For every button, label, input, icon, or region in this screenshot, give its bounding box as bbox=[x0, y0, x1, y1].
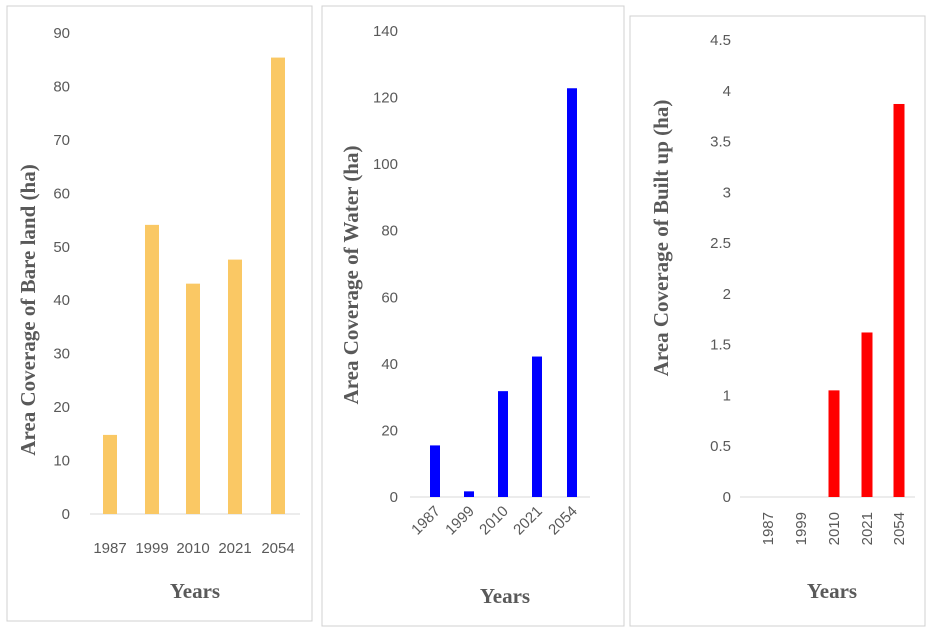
x-tick-label: 1987 bbox=[760, 512, 777, 545]
bar-2010 bbox=[186, 283, 200, 514]
bar-2054 bbox=[893, 103, 905, 497]
x-axis-title: Years bbox=[807, 579, 857, 603]
y-tick-label: 0 bbox=[390, 489, 398, 506]
y-tick-label: 3.5 bbox=[710, 134, 731, 151]
chart-frame bbox=[6, 5, 313, 622]
bar-2054 bbox=[567, 88, 577, 497]
y-tick-label: 100 bbox=[373, 156, 398, 173]
y-tick-label: 4 bbox=[723, 83, 731, 100]
y-tick-label: 20 bbox=[53, 399, 70, 416]
y-tick-label: 2 bbox=[723, 286, 731, 303]
y-tick-label: 2.5 bbox=[710, 235, 731, 252]
y-tick-label: 120 bbox=[373, 90, 398, 107]
x-axis-title: Years bbox=[480, 584, 530, 608]
chart-panel-1: 0 10 20 30 40 50 60 70 80 90 1987 1999 2010 2021 2054 A… bbox=[6, 5, 313, 622]
x-tick-label: 2010 bbox=[826, 512, 843, 545]
y-tick-label: 40 bbox=[53, 292, 70, 309]
y-tick-label: 90 bbox=[53, 25, 70, 42]
x-tick-label: 1987 bbox=[93, 540, 126, 557]
bar-1999 bbox=[145, 224, 159, 515]
y-tick-label: 0 bbox=[723, 489, 731, 506]
y-tick-label: 80 bbox=[53, 78, 70, 95]
x-tick-label: 1999 bbox=[135, 540, 168, 557]
bar-1987 bbox=[430, 445, 440, 497]
bar-2010 bbox=[828, 390, 840, 497]
x-tick-label: 2010 bbox=[176, 540, 209, 557]
bar-2021 bbox=[228, 259, 242, 514]
chart-panel-3: 0 0.5 1 1.5 2 2.5 3 3.5 4 4.5 1987 1999 2010 2021 2054… bbox=[629, 15, 926, 627]
y-tick-label: 4.5 bbox=[710, 32, 731, 49]
y-tick-label: 10 bbox=[53, 453, 70, 470]
bar-2021 bbox=[861, 332, 873, 497]
y-tick-label: 0.5 bbox=[710, 438, 731, 455]
y-axis-title: Area Coverage of Water (ha) bbox=[339, 146, 363, 405]
y-tick-label: 20 bbox=[381, 422, 398, 439]
x-axis-title: Years bbox=[170, 579, 220, 603]
y-tick-label: 70 bbox=[53, 132, 70, 149]
x-tick-label: 2021 bbox=[510, 503, 546, 539]
y-tick-label: 1.5 bbox=[710, 337, 731, 354]
y-axis-title: Area Coverage of Built up (ha) bbox=[649, 100, 673, 377]
y-tick-label: 40 bbox=[381, 356, 398, 373]
y-tick-label: 1 bbox=[723, 387, 731, 404]
y-tick-label: 50 bbox=[53, 239, 70, 256]
x-tick-label: 2021 bbox=[218, 540, 251, 557]
x-tick-label: 2054 bbox=[261, 540, 294, 557]
y-tick-label: 60 bbox=[53, 185, 70, 202]
y-axis-title: Area Coverage of Bare land (ha) bbox=[16, 164, 40, 455]
x-tick-label: 2021 bbox=[859, 512, 876, 545]
x-tick-label: 1987 bbox=[408, 503, 444, 539]
y-tick-label: 30 bbox=[53, 346, 70, 363]
bar-2021 bbox=[532, 356, 542, 497]
x-tick-label: 2010 bbox=[476, 503, 512, 539]
chart-frame bbox=[629, 15, 926, 627]
x-tick-label: 2054 bbox=[545, 503, 581, 539]
bar-1987 bbox=[103, 434, 117, 514]
bar-1999 bbox=[464, 491, 474, 497]
x-tick-label: 1999 bbox=[793, 512, 810, 545]
chart-frame bbox=[321, 5, 625, 627]
x-tick-label: 2054 bbox=[891, 512, 908, 545]
bar-2010 bbox=[498, 391, 508, 497]
x-tick-label: 1999 bbox=[442, 503, 478, 539]
y-tick-label: 3 bbox=[723, 184, 731, 201]
bar-2054 bbox=[271, 57, 285, 515]
y-tick-label: 0 bbox=[62, 506, 70, 523]
y-tick-label: 80 bbox=[381, 223, 398, 240]
y-tick-label: 140 bbox=[373, 23, 398, 40]
y-tick-label: 60 bbox=[381, 289, 398, 306]
